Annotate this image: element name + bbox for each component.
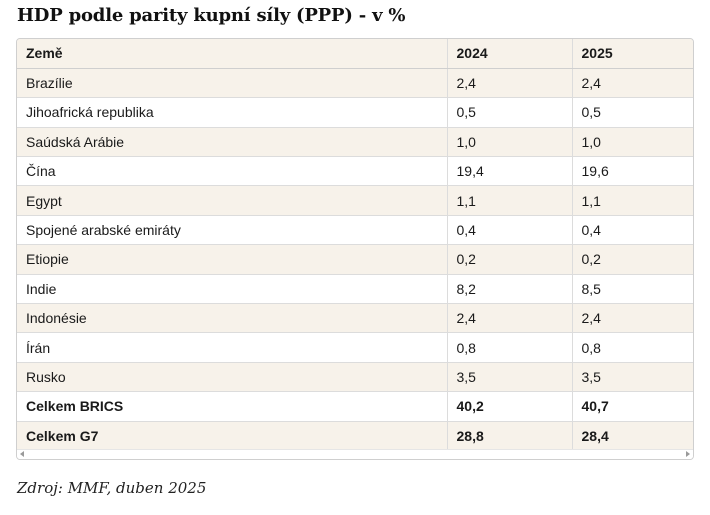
cell-2025: 2,4 — [572, 68, 693, 99]
cell-2024: 1,1 — [447, 185, 573, 216]
table-row-total-g7: Celkem G7 28,8 28,4 — [17, 421, 693, 451]
cell-2025: 1,1 — [572, 185, 693, 216]
cell-country: Celkem G7 — [17, 421, 448, 451]
gdp-ppp-table: Země 2024 2025 Brazílie 2,4 2,4 Jihoafri… — [17, 39, 693, 451]
cell-2025: 40,7 — [572, 391, 693, 422]
cell-country: Indie — [17, 274, 448, 305]
cell-country: Celkem BRICS — [17, 391, 448, 422]
table-row: Etiopie 0,2 0,2 — [17, 244, 693, 275]
cell-country: Spojené arabské emiráty — [17, 215, 448, 246]
table-row: Indonésie 2,4 2,4 — [17, 303, 693, 334]
cell-country: Etiopie — [17, 244, 448, 275]
cell-2024: 2,4 — [447, 303, 573, 334]
table-header-row: Země 2024 2025 — [17, 39, 693, 69]
cell-2025: 0,8 — [572, 332, 693, 363]
source-note: Zdroj: MMF, duben 2025 — [17, 479, 207, 497]
cell-country: Čína — [17, 156, 448, 187]
cell-2024: 1,0 — [447, 127, 573, 158]
cell-2025: 0,5 — [572, 97, 693, 128]
table-title: HDP podle parity kupní síly (PPP) - v % — [17, 5, 406, 26]
cell-2024: 2,4 — [447, 68, 573, 99]
scroll-left-arrow-icon[interactable] — [20, 451, 24, 457]
table-row: Jihoafrická republika 0,5 0,5 — [17, 97, 693, 128]
cell-2024: 3,5 — [447, 362, 573, 393]
cell-country: Rusko — [17, 362, 448, 393]
table-row: Saúdská Arábie 1,0 1,0 — [17, 127, 693, 158]
cell-2025: 0,4 — [572, 215, 693, 246]
cell-2024: 8,2 — [447, 274, 573, 305]
table-row: Brazílie 2,4 2,4 — [17, 68, 693, 99]
table-body: Brazílie 2,4 2,4 Jihoafrická republika 0… — [17, 68, 693, 451]
table-container[interactable]: Země 2024 2025 Brazílie 2,4 2,4 Jihoafri… — [16, 38, 694, 460]
cell-2024: 0,2 — [447, 244, 573, 275]
cell-country: Írán — [17, 332, 448, 363]
column-header-2025: 2025 — [572, 39, 693, 69]
scroll-right-arrow-icon[interactable] — [686, 451, 690, 457]
cell-2025: 28,4 — [572, 421, 693, 451]
cell-2024: 28,8 — [447, 421, 573, 451]
cell-2024: 40,2 — [447, 391, 573, 422]
cell-2025: 2,4 — [572, 303, 693, 334]
cell-country: Brazílie — [17, 68, 448, 99]
table-row: Egypt 1,1 1,1 — [17, 185, 693, 216]
table-row: Indie 8,2 8,5 — [17, 274, 693, 305]
cell-country: Indonésie — [17, 303, 448, 334]
cell-2024: 0,4 — [447, 215, 573, 246]
cell-2025: 19,6 — [572, 156, 693, 187]
table-row: Rusko 3,5 3,5 — [17, 362, 693, 393]
cell-2025: 3,5 — [572, 362, 693, 393]
cell-country: Jihoafrická republika — [17, 97, 448, 128]
cell-country: Saúdská Arábie — [17, 127, 448, 158]
cell-2024: 0,8 — [447, 332, 573, 363]
cell-country: Egypt — [17, 185, 448, 216]
cell-2025: 0,2 — [572, 244, 693, 275]
table-row: Čína 19,4 19,6 — [17, 156, 693, 187]
table-row: Spojené arabské emiráty 0,4 0,4 — [17, 215, 693, 246]
column-header-country: Země — [17, 39, 448, 69]
cell-2025: 8,5 — [572, 274, 693, 305]
horizontal-scrollbar[interactable] — [17, 449, 693, 459]
column-header-2024: 2024 — [447, 39, 573, 69]
cell-2024: 19,4 — [447, 156, 573, 187]
cell-2024: 0,5 — [447, 97, 573, 128]
cell-2025: 1,0 — [572, 127, 693, 158]
table-row-total-brics: Celkem BRICS 40,2 40,7 — [17, 391, 693, 422]
table-row: Írán 0,8 0,8 — [17, 332, 693, 363]
